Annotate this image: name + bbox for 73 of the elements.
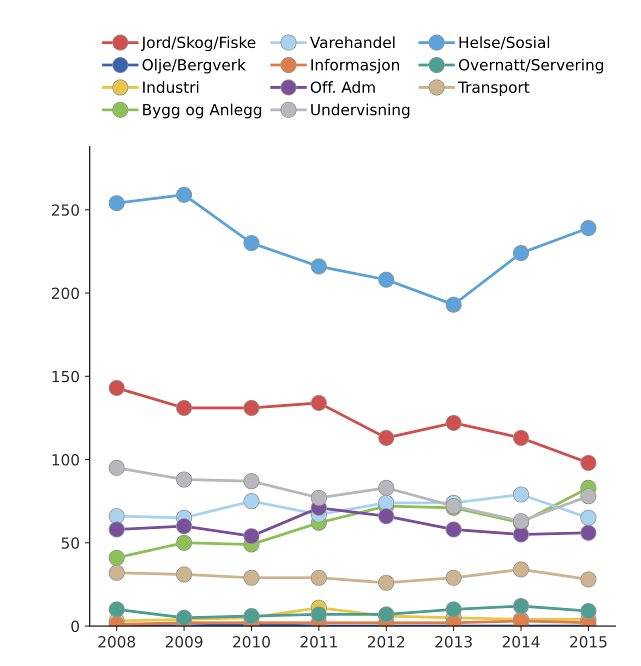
- point: [243, 235, 260, 252]
- legend-label: Olje/Bergverk: [142, 58, 246, 74]
- point: [580, 220, 596, 236]
- x-tick-label: 2014: [502, 636, 540, 648]
- x-tick-label: 2012: [368, 636, 404, 648]
- legend-label: Transport: [458, 82, 530, 96]
- point: [176, 471, 192, 488]
- point: [108, 521, 125, 538]
- point: [176, 186, 192, 203]
- y-tick-label: 150: [52, 370, 80, 382]
- y-tick-label: 100: [52, 454, 80, 466]
- point: [108, 550, 125, 566]
- legend-label: Jord/Skog/Fiske: [140, 36, 256, 52]
- x-tick-label: 2015: [570, 636, 607, 648]
- y-tick-label: 200: [52, 288, 80, 300]
- y-tick-label: 250: [52, 204, 80, 216]
- point: [176, 518, 192, 534]
- point: [378, 480, 394, 496]
- point: [108, 460, 125, 476]
- x-tick-label: 2013: [435, 636, 472, 648]
- legend-label: Helse/Sosial: [460, 36, 550, 50]
- legend-label: Undervisning: [311, 104, 410, 118]
- point: [446, 296, 462, 313]
- point: [243, 528, 260, 544]
- point: [176, 534, 192, 551]
- x-tick-label: 2009: [166, 636, 202, 648]
- point: [378, 508, 394, 524]
- point: [580, 524, 596, 541]
- point: [176, 400, 192, 416]
- point: [243, 400, 260, 416]
- point: [512, 245, 530, 262]
- point: [580, 454, 596, 471]
- point: [310, 490, 327, 506]
- point: [108, 508, 125, 524]
- point: [580, 602, 596, 620]
- point: [446, 601, 462, 618]
- point: [378, 574, 394, 591]
- point: [243, 473, 260, 490]
- legend-label: Bygg og Anlegg: [143, 104, 262, 118]
- point: [512, 486, 530, 503]
- y-tick-label: 50: [62, 537, 80, 549]
- legend-label: Informasjon: [311, 58, 400, 74]
- point: [512, 430, 530, 446]
- point: [176, 566, 192, 582]
- point: [108, 601, 125, 618]
- y-tick-label: 0: [71, 620, 80, 632]
- point: [446, 570, 462, 586]
- point: [310, 258, 327, 274]
- point: [580, 510, 596, 526]
- point: [378, 430, 394, 446]
- point: [512, 526, 530, 543]
- x-tick-label: 2011: [300, 636, 337, 648]
- point: [512, 561, 530, 578]
- point: [512, 598, 530, 614]
- point: [108, 564, 125, 581]
- legend-label: Off. Adm: [310, 81, 375, 93]
- legend-label: Varehandel: [310, 36, 395, 48]
- point: [310, 570, 327, 586]
- point: [378, 272, 394, 288]
- legend-label: Industri: [143, 81, 198, 93]
- legend-label: Overnatt/Servering: [458, 58, 604, 74]
- x-tick-label: 2010: [233, 636, 270, 648]
- point: [580, 571, 596, 588]
- point: [446, 521, 462, 538]
- point: [243, 493, 260, 510]
- x-tick-label: 2008: [98, 636, 136, 648]
- point: [243, 570, 260, 586]
- point: [310, 606, 327, 622]
- point: [310, 394, 327, 411]
- point: [580, 488, 596, 504]
- point: [446, 414, 462, 431]
- point: [108, 195, 125, 212]
- point: [108, 380, 125, 396]
